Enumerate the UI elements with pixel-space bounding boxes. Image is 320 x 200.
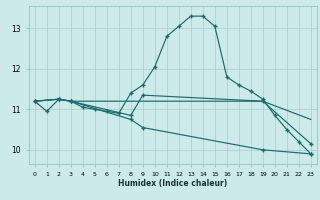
X-axis label: Humidex (Indice chaleur): Humidex (Indice chaleur): [118, 179, 228, 188]
